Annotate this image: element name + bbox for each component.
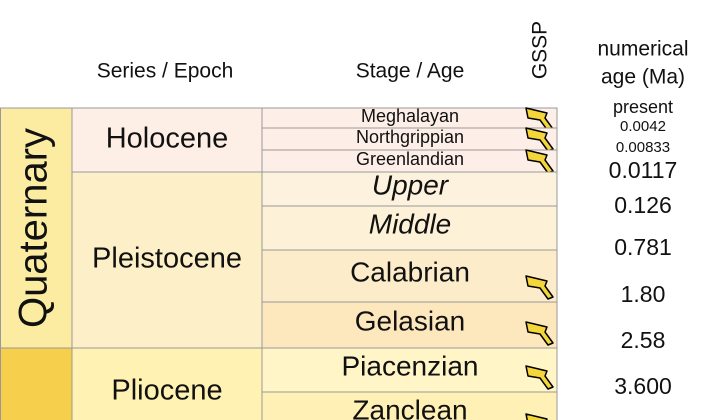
- stage-label: Middle: [369, 208, 451, 239]
- period-label: Quaternary: [12, 128, 56, 328]
- age-label: 0.126: [614, 192, 672, 218]
- gssp-spike: [525, 365, 554, 390]
- stage-cell: [261, 391, 558, 420]
- stage-cell: [261, 171, 558, 207]
- stage-cell: [261, 301, 558, 349]
- stage-label: Northgrippian: [356, 127, 464, 147]
- header-stage-age: Stage / Age: [356, 60, 465, 83]
- epoch-cell: [71, 171, 263, 349]
- stage-label: Zanclean: [352, 394, 467, 420]
- stage-cell: [261, 347, 558, 393]
- epoch-label: Pliocene: [111, 375, 222, 407]
- age-label: 2.58: [621, 327, 666, 353]
- period-cell-neogene: [0, 347, 73, 420]
- stage-label: Upper: [372, 169, 450, 200]
- epoch-cell: [71, 107, 263, 173]
- epoch-label: Pleistocene: [92, 243, 242, 275]
- period-cell: [0, 107, 73, 349]
- gssp-spike: [525, 275, 554, 300]
- age-label: 3.600: [614, 373, 672, 399]
- stage-cell: [261, 249, 558, 303]
- header-age-line2: age (Ma): [601, 66, 685, 89]
- stage-cell: [261, 205, 558, 251]
- epoch-cell: [71, 347, 263, 420]
- age-label: 0.0117: [609, 157, 678, 183]
- age-label: 0.781: [614, 234, 672, 260]
- stage-label: Gelasian: [355, 305, 466, 336]
- stage-label: Calabrian: [350, 256, 470, 287]
- stage-label: Meghalayan: [361, 106, 459, 126]
- header-gssp: GSSP: [529, 21, 552, 79]
- age-label: present: [613, 97, 673, 117]
- gssp-spike: [525, 321, 554, 346]
- header-age-line1: numerical: [597, 38, 688, 61]
- stage-label: Piacenzian: [342, 350, 479, 381]
- age-label: 0.0042: [620, 118, 666, 135]
- header-series-epoch: Series / Epoch: [97, 60, 234, 83]
- age-label: 1.80: [621, 281, 666, 307]
- age-label: 0.00833: [616, 139, 670, 156]
- epoch-label: Holocene: [106, 123, 229, 155]
- stage-label: Greenlandian: [356, 149, 464, 169]
